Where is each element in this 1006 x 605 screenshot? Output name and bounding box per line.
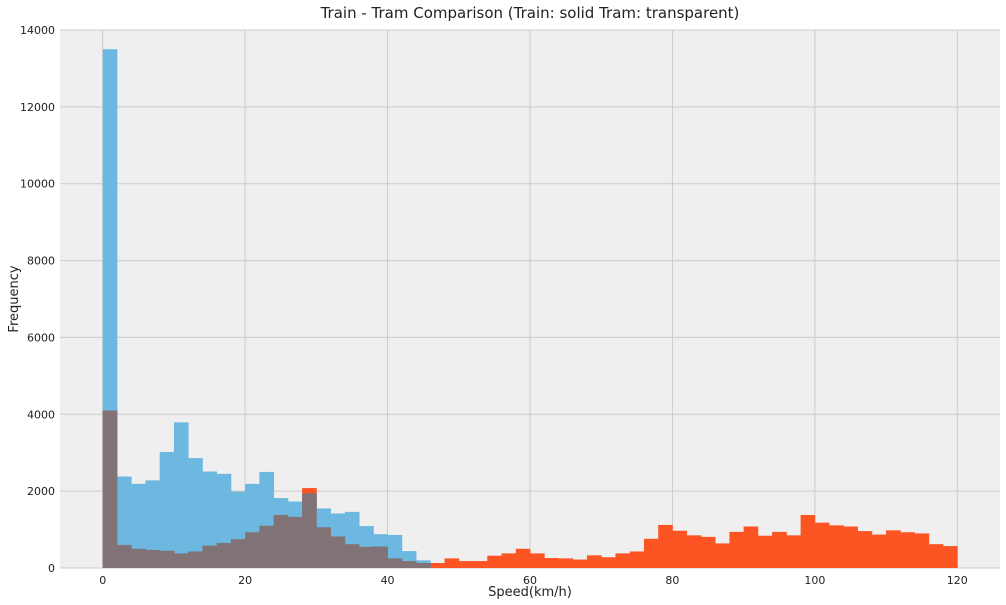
overlap-bar: [245, 532, 260, 568]
train-bar: [473, 561, 488, 568]
y-tick-label: 8000: [27, 255, 55, 268]
overlap-bar: [216, 543, 232, 568]
overlap-bar: [131, 548, 146, 568]
x-tick-label: 40: [381, 574, 395, 587]
train-bar: [814, 522, 830, 568]
overlap-bar: [387, 558, 403, 568]
train-bar: [800, 514, 816, 568]
overlap-bar: [273, 514, 289, 568]
overlap-series: [102, 410, 431, 568]
train-bar: [843, 526, 858, 568]
y-tick-label: 6000: [27, 331, 55, 344]
train-bar: [558, 558, 574, 568]
train-bar: [501, 553, 517, 568]
train-bar: [629, 551, 645, 568]
train-bar: [928, 544, 944, 568]
tram-bar: [173, 422, 189, 568]
train-bar: [914, 533, 930, 568]
x-tick-label: 0: [99, 574, 106, 587]
x-axis-label: Speed(km/h): [488, 585, 572, 600]
overlap-bar: [159, 550, 175, 568]
y-tick-label: 10000: [20, 178, 55, 191]
x-tick-label: 60: [523, 574, 537, 587]
overlap-bar: [373, 546, 388, 568]
train-bar: [743, 526, 759, 568]
tram-bar: [202, 471, 218, 568]
train-bar: [672, 530, 688, 568]
train-bar: [615, 553, 631, 568]
train-bar: [772, 531, 787, 568]
tram-bar: [159, 451, 175, 568]
train-bar: [857, 531, 873, 568]
train-bar: [544, 558, 559, 568]
overlap-bar: [102, 410, 118, 568]
train-bar: [643, 538, 659, 568]
train-bar: [943, 546, 958, 568]
y-tick-label: 12000: [20, 101, 55, 114]
overlap-bar: [188, 551, 203, 568]
x-tick-label: 120: [947, 574, 968, 587]
y-tick-label: 14000: [20, 24, 55, 37]
train-bar: [515, 548, 531, 568]
train-bar: [715, 543, 730, 568]
overlap-bar: [202, 545, 218, 568]
train-bar: [686, 535, 702, 568]
train-bar: [658, 524, 673, 568]
x-tick-label: 100: [804, 574, 825, 587]
x-tick-label: 20: [238, 574, 252, 587]
overlap-bar: [145, 549, 161, 568]
tram-bar: [145, 480, 161, 568]
overlap-bar: [287, 516, 303, 568]
train-bar: [886, 530, 901, 568]
overlap-bar: [116, 544, 132, 568]
overlap-bar: [302, 493, 317, 568]
overlap-bar: [344, 544, 360, 568]
train-bar: [700, 536, 716, 568]
train-bar: [430, 563, 445, 568]
y-tick-label: 4000: [27, 408, 55, 421]
y-axis-label: Frequency: [7, 265, 22, 332]
y-tick-label: 2000: [27, 485, 55, 498]
x-tick-labels: 0 20 40 60 80 100 120: [99, 574, 968, 587]
train-bar: [900, 532, 915, 568]
tram-bar: [188, 458, 203, 568]
train-bar: [871, 534, 887, 568]
x-tick-label: 80: [665, 574, 679, 587]
train-bar: [586, 555, 602, 568]
overlap-bar: [401, 561, 417, 568]
train-bar: [458, 561, 474, 568]
train-bar: [444, 558, 460, 568]
chart-title: Train - Tram Comparison (Train: solid Tr…: [320, 4, 740, 22]
overlap-bar: [416, 563, 431, 568]
y-tick-labels: 0 2000 4000 6000 8000 10000 12000 14000: [20, 24, 55, 575]
train-bar: [601, 557, 616, 568]
train-bar: [729, 531, 745, 568]
train-bar: [757, 535, 773, 568]
train-bar: [829, 525, 844, 568]
train-bar: [786, 535, 802, 568]
train-bar: [572, 559, 588, 568]
overlap-bar: [316, 527, 332, 568]
overlap-bar: [259, 525, 275, 568]
y-tick-label: 0: [48, 562, 55, 575]
overlap-bar: [230, 539, 246, 568]
train-bar: [487, 555, 502, 568]
overlap-bar: [173, 553, 189, 568]
tram-bar: [131, 483, 146, 568]
overlap-bar: [359, 546, 374, 568]
train-bar: [530, 553, 545, 568]
overlap-bar: [330, 536, 346, 568]
